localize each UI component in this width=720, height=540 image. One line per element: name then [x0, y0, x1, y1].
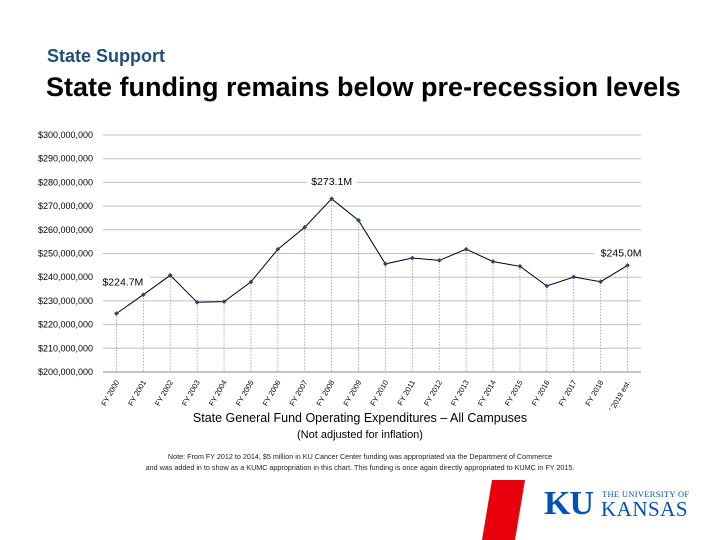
ku-logo-mark: KU	[544, 485, 594, 522]
data-point	[275, 246, 281, 252]
y-tick-label: $250,000,000	[38, 249, 93, 259]
data-point	[625, 262, 630, 268]
data-point	[114, 311, 119, 316]
y-tick-label: $280,000,000	[38, 177, 93, 187]
section-heading: State Support	[47, 46, 166, 66]
ku-logo-line-2: KANSAS	[601, 497, 689, 521]
data-point	[544, 283, 550, 289]
data-point	[571, 274, 577, 280]
data-point	[248, 279, 254, 285]
data-point	[221, 299, 227, 305]
data-label: $224.7M	[102, 276, 143, 288]
data-point	[436, 257, 442, 263]
slide-title: State funding remains below pre-recessio…	[46, 72, 681, 102]
ku-logo-line-1: THE UNIVERSITY OF	[602, 489, 690, 499]
y-tick-label: $270,000,000	[38, 201, 93, 211]
ku-logo: KU THE UNIVERSITY OF KANSAS	[544, 486, 694, 522]
data-label-background	[306, 173, 357, 188]
series-line	[116, 198, 628, 314]
data-point	[463, 246, 469, 252]
data-point	[356, 217, 361, 223]
data-point	[302, 224, 308, 230]
y-tick-label: $260,000,000	[38, 225, 93, 235]
y-tick-label: $220,000,000	[38, 320, 93, 330]
data-point	[409, 255, 415, 261]
data-point	[598, 279, 604, 285]
data-label-background	[100, 274, 151, 289]
data-point	[140, 292, 146, 298]
data-point	[383, 261, 388, 267]
data-point	[490, 259, 496, 264]
y-tick-label: $290,000,000	[38, 154, 93, 164]
chart-caption: State General Fund Operating Expenditure…	[192, 411, 528, 425]
chart-subcaption: (Not adjusted for inflation)	[297, 429, 423, 441]
y-tick-label: $200,000,000	[38, 367, 93, 377]
y-tick-label: $210,000,000	[38, 343, 93, 353]
footnote-line-1: Note: From FY 2012 to 2014, $5 million i…	[167, 452, 553, 461]
footnote: Note: From FY 2012 to 2014, $5 million i…	[0, 451, 720, 473]
red-accent-shape	[482, 480, 525, 540]
funding-line-chart: $200,000,000 $210,000,000 $220,000,000 $230…	[38, 130, 644, 410]
data-label: $273.1M	[311, 176, 352, 188]
y-tick-label: $240,000,000	[38, 272, 93, 282]
y-tick-label: $300,000,000	[38, 130, 93, 140]
data-label-background	[593, 245, 644, 260]
y-tick-label: $230,000,000	[38, 296, 93, 306]
data-point	[194, 299, 200, 305]
data-point	[517, 263, 523, 269]
data-point	[167, 272, 173, 278]
data-point	[329, 196, 335, 202]
footnote-line-2: and was added in to show as a KUMC appro…	[145, 463, 575, 472]
data-label: $245.0M	[601, 247, 642, 259]
